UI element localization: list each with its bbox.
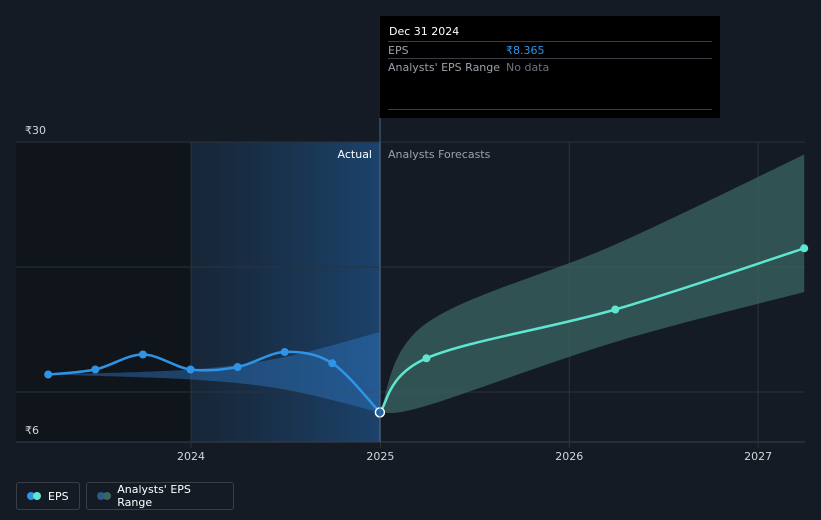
x-tick-label: 2025 [366, 450, 394, 463]
eps-actual-point[interactable] [138, 350, 147, 359]
forecast-label: Analysts Forecasts [388, 148, 491, 161]
x-tick-label: 2024 [177, 450, 205, 463]
eps-actual-point[interactable] [328, 359, 337, 368]
eps-swatch-icon [27, 492, 41, 500]
actual-label: Actual [338, 148, 372, 161]
forecast-eps-range-band [379, 154, 805, 414]
eps-actual-point[interactable] [91, 365, 100, 374]
range-swatch-icon [97, 492, 111, 500]
eps-forecast-point[interactable] [611, 305, 620, 314]
tooltip-row-range: Analysts' EPS Range No data [388, 58, 712, 76]
tooltip-row-eps: EPS ₹8.365 [388, 41, 712, 59]
tooltip-range-label: Analysts' EPS Range [388, 61, 501, 74]
tooltip-date: Dec 31 2024 [389, 25, 460, 38]
eps-actual-point[interactable] [280, 348, 289, 356]
eps-forecast-line [378, 247, 805, 414]
eps-actual-point[interactable] [186, 365, 195, 374]
eps-actual-point[interactable] [233, 363, 242, 371]
tooltip: Dec 31 2024 EPS ₹8.365 Analysts' EPS Ran… [380, 16, 720, 118]
eps-forecast-point[interactable] [800, 244, 809, 253]
tooltip-divider [388, 109, 712, 110]
legend-eps-label: EPS [48, 489, 69, 503]
tooltip-range-value: No data [506, 61, 550, 74]
x-tick-label: 2026 [555, 450, 583, 463]
legend-eps[interactable]: EPS [16, 482, 80, 510]
y-tick-bottom: ₹6 [25, 424, 39, 437]
x-tick-label: 2027 [744, 450, 772, 463]
legend-range-label: Analysts' EPS Range [117, 483, 191, 509]
actual-eps-band [48, 332, 380, 413]
legend-eps-range[interactable]: Analysts' EPS Range [86, 482, 234, 510]
y-tick-top: ₹30 [25, 124, 46, 137]
eps-actual-point[interactable] [44, 370, 53, 379]
past-shade [16, 142, 191, 442]
tooltip-eps-label: EPS [388, 44, 409, 57]
eps-forecast-point[interactable] [422, 354, 431, 363]
tooltip-eps-value: ₹8.365 [506, 44, 545, 57]
